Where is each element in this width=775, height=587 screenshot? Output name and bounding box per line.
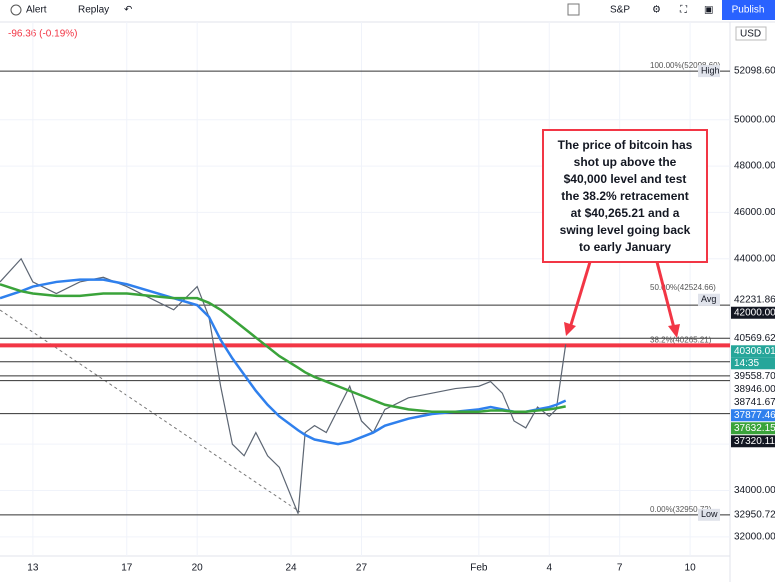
x-tick-label: 17 — [121, 563, 133, 574]
arrow-head — [564, 322, 576, 336]
snapshot-icon[interactable]: ▣ — [704, 5, 713, 16]
price-label: 39558.70 — [734, 371, 775, 382]
price-label: 42231.86 — [734, 294, 775, 305]
price-label: 42000.00 — [734, 307, 775, 318]
price-label: 40569.62 — [734, 333, 775, 344]
publish-button[interactable] — [722, 0, 775, 20]
annotation-line: at $40,265.21 and a — [571, 206, 680, 220]
series-line — [0, 283, 566, 413]
x-tick-label: 7 — [617, 563, 623, 574]
price-tag — [731, 422, 775, 435]
fullscreen-icon[interactable]: ⛶ — [679, 5, 688, 16]
price-label: 52098.60 — [734, 66, 775, 77]
y-tick-label: 48000.00 — [734, 161, 775, 172]
price-label: 38741.67 — [734, 397, 775, 408]
currency-box[interactable] — [735, 26, 767, 41]
time-label: 14:35 — [734, 358, 759, 369]
tag-box — [698, 508, 720, 521]
x-tick-label: 4 — [546, 563, 552, 574]
arrow — [568, 261, 592, 329]
tag-label: Avg — [701, 294, 716, 304]
price-label: 32950.72 — [734, 509, 775, 520]
x-tick-label: 20 — [192, 563, 204, 574]
y-tick-label: 46000.00 — [734, 207, 775, 218]
alert-button[interactable]: Alert — [26, 5, 47, 16]
checkbox[interactable] — [567, 3, 580, 16]
x-tick-label: 27 — [356, 563, 368, 574]
currency-label[interactable]: USD — [740, 29, 761, 40]
plot: 100.00%(52098.60) 50.00%(42524.66) 38.2%(4… — [0, 22, 730, 556]
arrow-head — [668, 324, 680, 338]
annotation-line: to early January — [579, 240, 671, 254]
price-tag — [731, 306, 775, 319]
price-tag — [731, 409, 775, 422]
price-label: 40306.01 — [734, 346, 775, 357]
time-tag — [731, 357, 775, 370]
price-label: 37632.15 — [734, 423, 775, 434]
alert-icon[interactable] — [10, 4, 22, 16]
y-tick-label: 34000.00 — [734, 485, 775, 496]
annotation-line: shot up above the — [574, 155, 677, 169]
y-tick-label: 44000.00 — [734, 253, 775, 264]
fib-label: 100.00%(52098.60) — [650, 61, 721, 70]
tag-box — [698, 293, 720, 306]
replay-button[interactable]: Replay — [78, 5, 109, 16]
tag-label: High — [701, 65, 720, 75]
price-label: 38946.00 — [734, 384, 775, 395]
annotation-line: $40,000 level and test — [564, 172, 687, 186]
x-tick-label: 10 — [685, 563, 697, 574]
toolbar — [0, 0, 775, 22]
tag-label: Low — [701, 509, 718, 519]
settings-icon[interactable]: ⚙ — [652, 5, 661, 16]
compare-symbol[interactable]: S&P — [610, 5, 630, 16]
annotation-line: the 38.2% retracement — [561, 189, 688, 203]
annotation-line: The price of bitcoin has — [558, 138, 693, 152]
x-tick-label: 24 — [285, 563, 297, 574]
price-tag — [731, 345, 775, 358]
annotation-line: swing level going back — [560, 223, 691, 237]
x-tick-label: 13 — [27, 563, 39, 574]
price-label: 37320.11 — [734, 436, 775, 447]
fib-label: 0.00%(32950.72) — [650, 505, 712, 514]
y-tick-label: 32000.00 — [734, 531, 775, 542]
publish-label[interactable]: Publish — [732, 5, 765, 16]
series-line — [0, 257, 567, 514]
undo-button[interactable]: ↶ — [124, 5, 132, 16]
tag-box — [698, 65, 720, 78]
arrow — [655, 261, 676, 329]
y-tick-label: 50000.00 — [734, 114, 775, 125]
x-tick-label: Feb — [470, 563, 488, 574]
annotation-box — [542, 129, 708, 263]
series-line — [0, 278, 567, 446]
fib-label: 38.2%(40265.21) — [650, 335, 712, 344]
fib-label: 50.00%(42524.66) — [650, 283, 716, 292]
change-readout: -96.36 (-0.19%) — [8, 29, 77, 40]
trend-line — [0, 309, 301, 513]
price-tag — [731, 435, 775, 448]
price-label: 37877.46 — [734, 410, 775, 421]
